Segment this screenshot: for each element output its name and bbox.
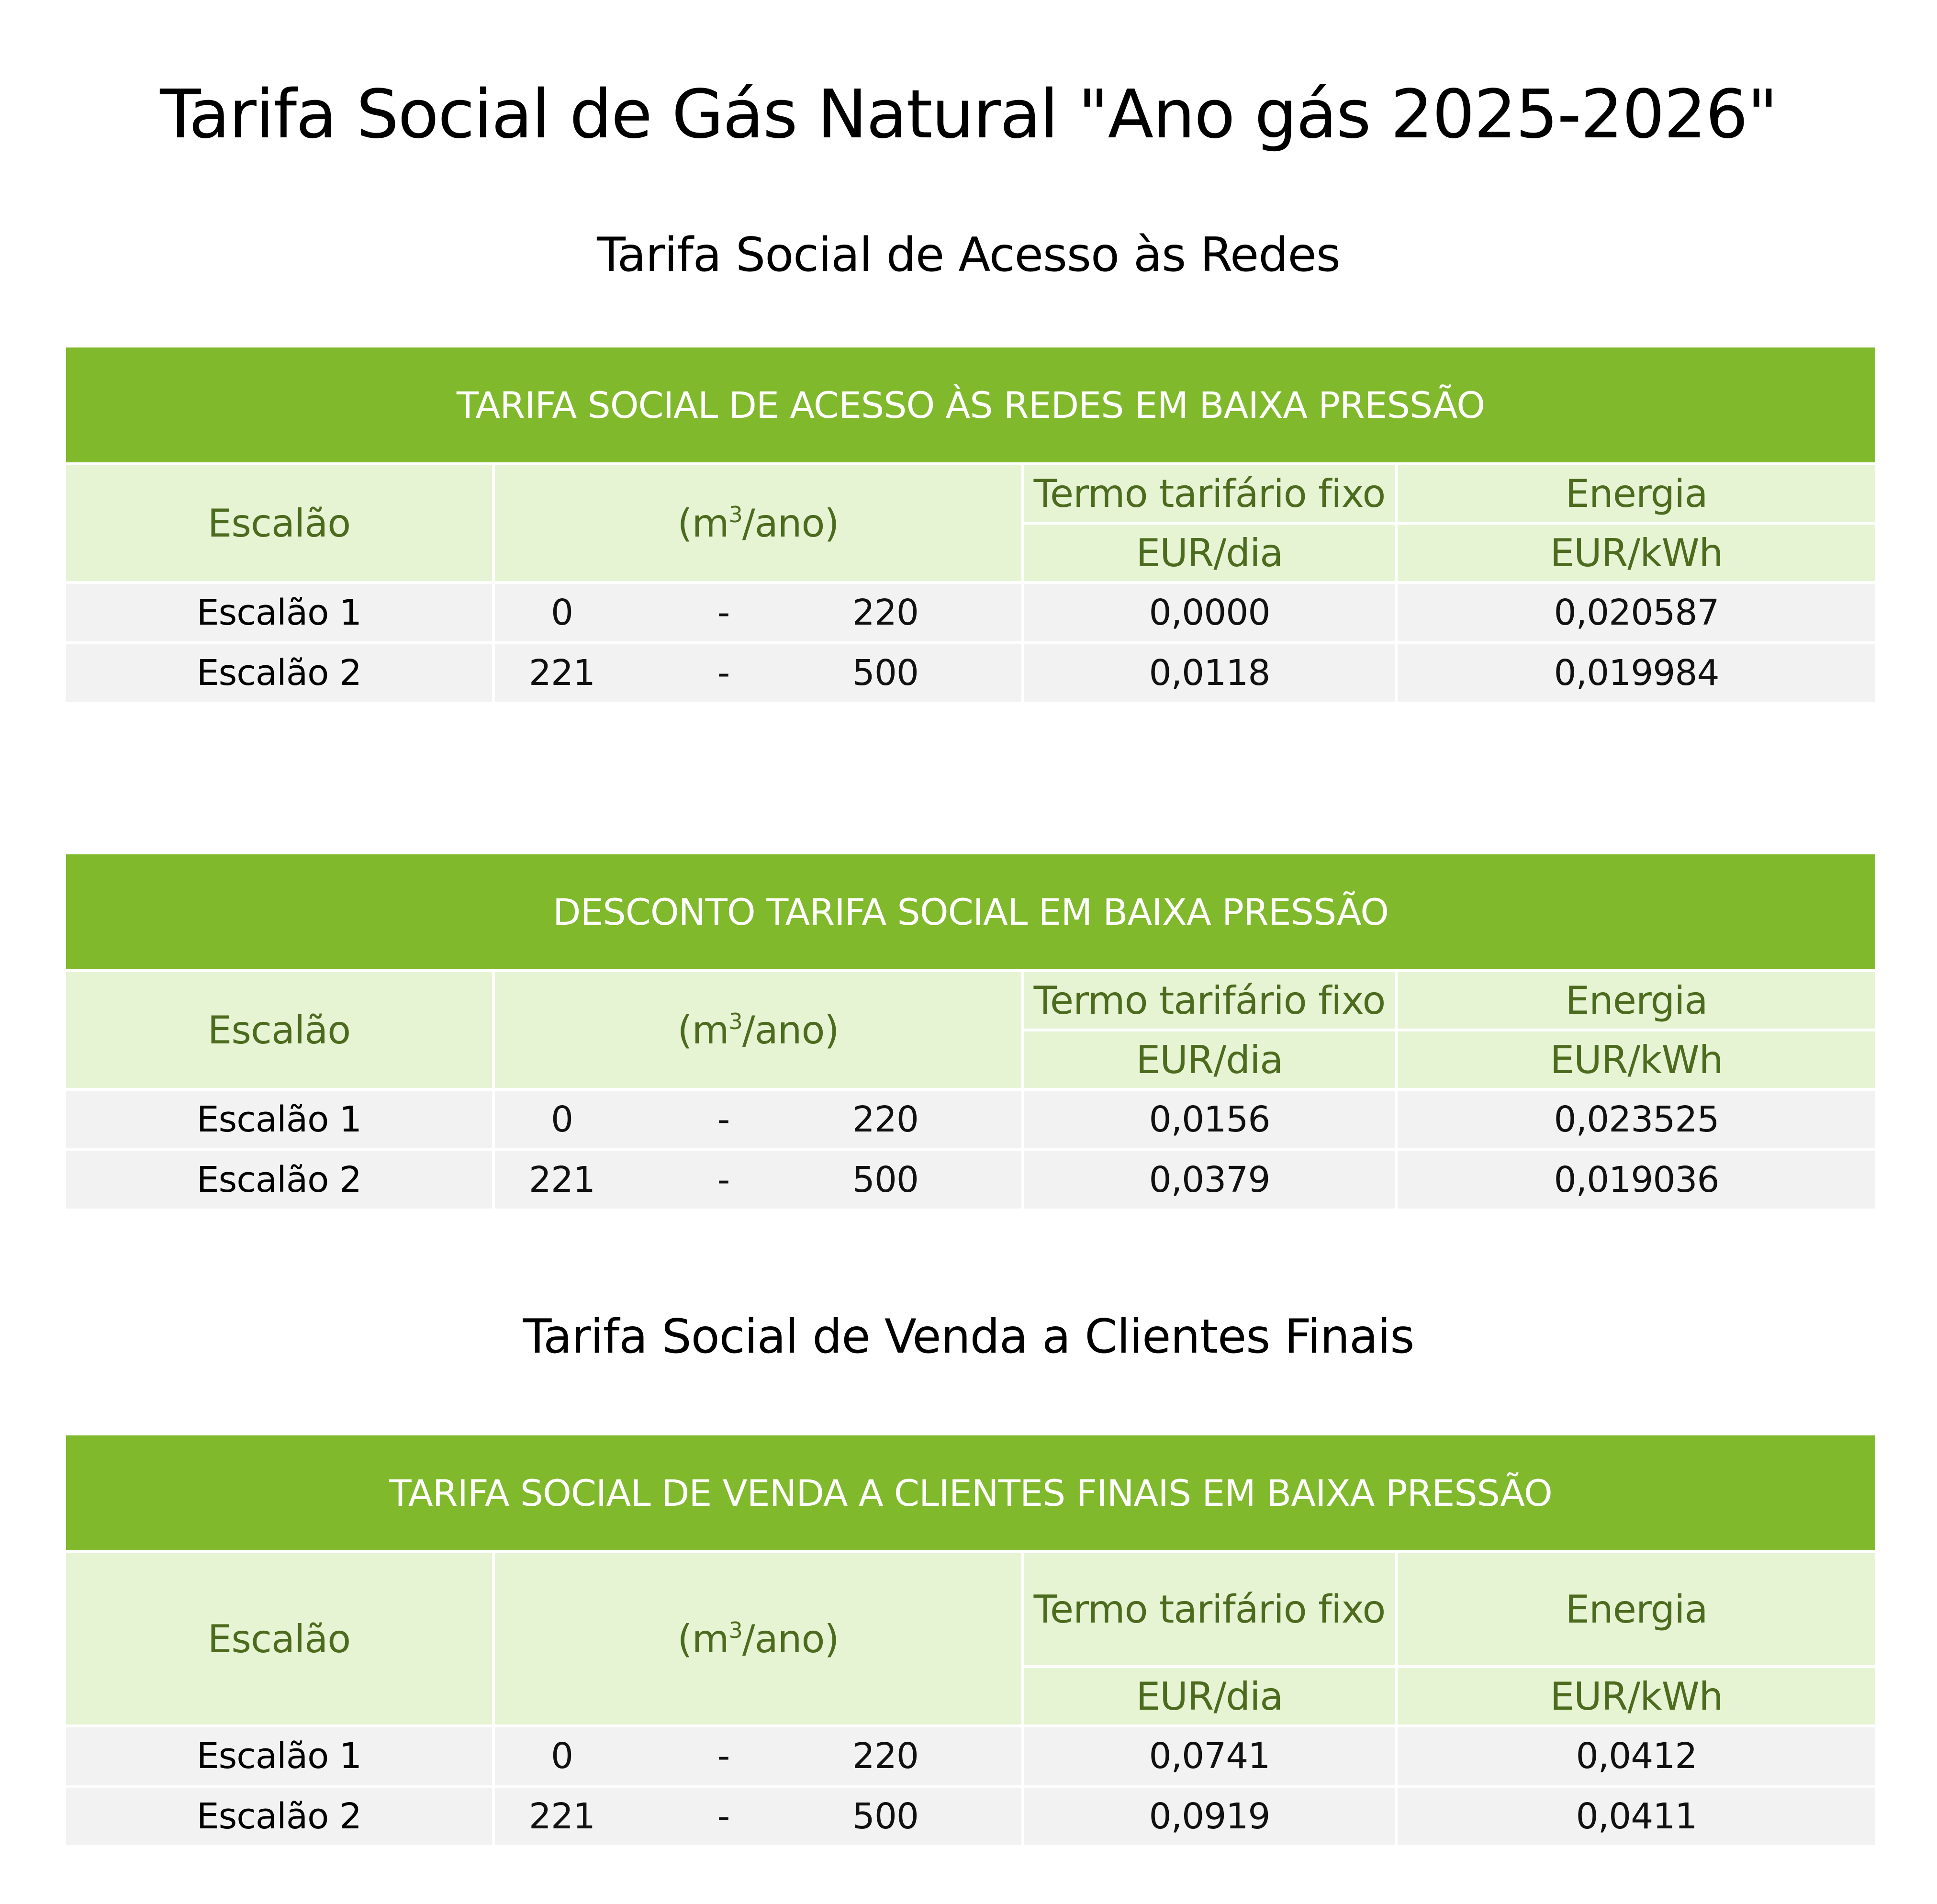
table-row: Escalão 1 0-220 0,0156 0,023525 <box>63 1088 1879 1151</box>
table-row: Escalão 2 221-500 0,0919 0,0411 <box>63 1785 1878 1848</box>
escalao-cell: Escalão 1 <box>63 1725 495 1788</box>
fixed-term-cell: 0,0000 <box>1021 581 1398 644</box>
volume-range-cell: 221-500 <box>492 1148 1024 1211</box>
table-title: TARIFA SOCIAL DE VENDA A CLIENTES FINAIS… <box>63 1433 1878 1553</box>
table-row: Escalão 1 0-220 0,0000 0,020587 <box>63 581 1878 644</box>
header-energy-unit: EUR/kWh <box>1395 1665 1878 1727</box>
escalao-cell: Escalão 2 <box>63 1148 495 1211</box>
table-row: Escalão 2 221-500 0,0379 0,019036 <box>63 1148 1879 1211</box>
fixed-term-cell: 0,0919 <box>1021 1785 1398 1848</box>
volume-range-cell: 0-220 <box>492 1725 1024 1788</box>
header-fixed-term: Termo tarifário fixo <box>1021 1550 1398 1668</box>
table-title: DESCONTO TARIFA SOCIAL EM BAIXA PRESSÃO <box>63 851 1879 972</box>
header-fixed-term: Termo tarifário fixo <box>1021 462 1398 525</box>
header-energy: Energia <box>1394 969 1879 1031</box>
header-energy: Energia <box>1395 462 1878 525</box>
energy-cell: 0,023525 <box>1394 1088 1879 1151</box>
section-title-sale: Tarifa Social de Venda a Clientes Finais <box>523 1310 1415 1364</box>
header-fixed-unit: EUR/dia <box>1021 1665 1398 1727</box>
energy-cell: 0,020587 <box>1395 581 1878 644</box>
header-escalao: Escalão <box>63 462 495 584</box>
energy-cell: 0,0412 <box>1395 1725 1878 1788</box>
table-row: Escalão 2 221-500 0,0118 0,019984 <box>63 641 1878 705</box>
volume-range-cell: 221-500 <box>492 1785 1024 1848</box>
fixed-term-cell: 0,0379 <box>1021 1148 1398 1211</box>
header-fixed-term: Termo tarifário fixo <box>1021 969 1398 1031</box>
escalao-cell: Escalão 1 <box>63 581 495 644</box>
escalao-cell: Escalão 1 <box>63 1088 495 1151</box>
section-title-access: Tarifa Social de Acesso às Redes <box>597 228 1341 282</box>
header-escalao: Escalão <box>63 969 495 1091</box>
header-energy-unit: EUR/kWh <box>1395 522 1878 584</box>
volume-range-cell: 0-220 <box>492 1088 1024 1151</box>
table-access-low-pressure: TARIFA SOCIAL DE ACESSO ÀS REDES EM BAIX… <box>63 345 1878 705</box>
header-energy-unit: EUR/kWh <box>1394 1029 1879 1091</box>
header-fixed-unit: EUR/dia <box>1021 1029 1398 1091</box>
energy-cell: 0,019984 <box>1395 641 1878 705</box>
header-volume: (m3/ano) <box>492 969 1024 1091</box>
header-volume: (m3/ano) <box>492 1550 1024 1727</box>
escalao-cell: Escalão 2 <box>63 641 495 705</box>
volume-range-cell: 221-500 <box>492 641 1024 705</box>
energy-cell: 0,019036 <box>1394 1148 1879 1211</box>
table-title: TARIFA SOCIAL DE ACESSO ÀS REDES EM BAIX… <box>63 345 1878 465</box>
header-energy: Energia <box>1395 1550 1878 1668</box>
header-escalao: Escalão <box>63 1550 495 1727</box>
fixed-term-cell: 0,0118 <box>1021 641 1398 705</box>
table-sale-final-clients-low-pressure: TARIFA SOCIAL DE VENDA A CLIENTES FINAIS… <box>63 1433 1878 1848</box>
page-title: Tarifa Social de Gás Natural "Ano gás 20… <box>160 76 1778 154</box>
header-volume: (m3/ano) <box>492 462 1024 584</box>
volume-range-cell: 0-220 <box>492 581 1024 644</box>
header-fixed-unit: EUR/dia <box>1021 522 1398 584</box>
escalao-cell: Escalão 2 <box>63 1785 495 1848</box>
fixed-term-cell: 0,0156 <box>1021 1088 1398 1151</box>
table-discount-low-pressure: DESCONTO TARIFA SOCIAL EM BAIXA PRESSÃO … <box>63 851 1879 1211</box>
table-row: Escalão 1 0-220 0,0741 0,0412 <box>63 1725 1878 1788</box>
energy-cell: 0,0411 <box>1395 1785 1878 1848</box>
fixed-term-cell: 0,0741 <box>1021 1725 1398 1788</box>
